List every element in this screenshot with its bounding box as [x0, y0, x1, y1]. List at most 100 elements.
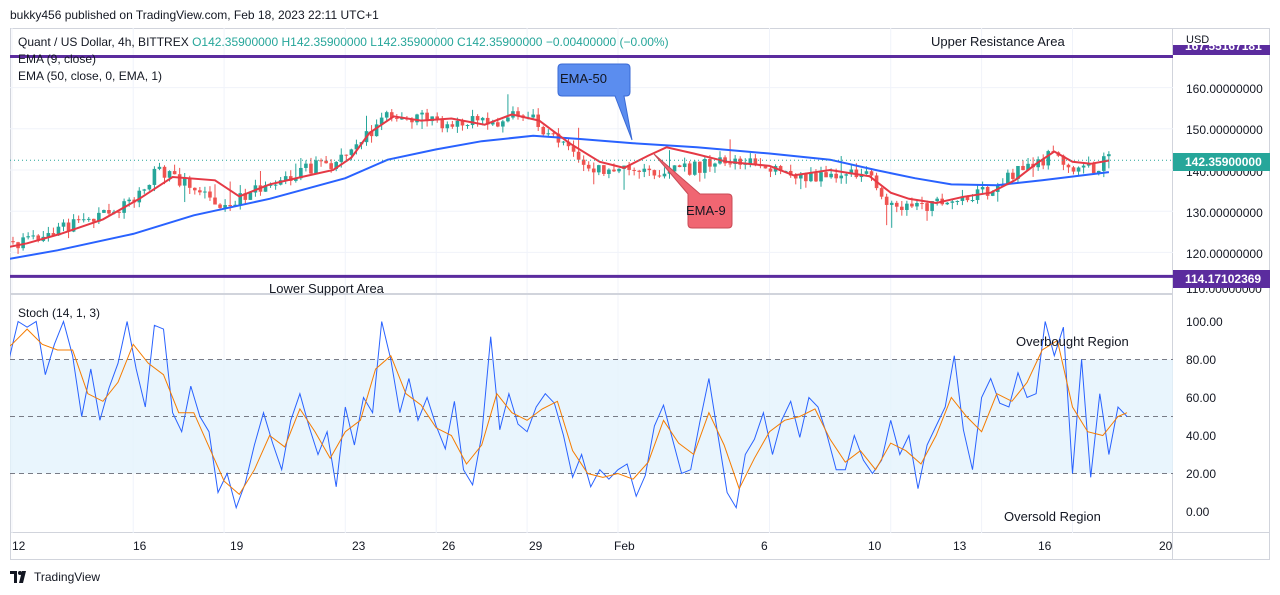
candle-body [395, 117, 399, 119]
candle-body [905, 203, 909, 210]
candle-body [410, 118, 414, 123]
chart-canvas[interactable] [10, 28, 1173, 533]
candle-body [925, 203, 929, 211]
candle-body [829, 173, 833, 178]
candle-body [228, 205, 232, 207]
ema9-line [10, 113, 1110, 248]
candle-body [516, 111, 520, 116]
candle-body [849, 169, 854, 175]
candle-body [294, 178, 298, 181]
overbought-label: Overbought Region [1016, 334, 1129, 349]
candle-body [465, 125, 470, 127]
publish-info: bukky456 published on TradingView.com, F… [10, 8, 379, 22]
candle-body [304, 163, 308, 168]
price-tick: 110.00000000 [1186, 286, 1262, 296]
candle-body [506, 117, 510, 122]
candle-body [814, 173, 818, 182]
candle-body [591, 168, 596, 173]
candle-body [970, 200, 975, 202]
candle-body [314, 160, 318, 174]
price-tick: 130.00000000 [1186, 206, 1263, 220]
candle-body [299, 167, 303, 179]
candle-body [248, 192, 253, 200]
candle-body [950, 201, 955, 203]
lower-support-label: Lower Support Area [269, 281, 384, 296]
candle-body [869, 171, 874, 176]
time-tick: 10 [868, 539, 882, 553]
candle-body [36, 235, 41, 241]
candle-body [496, 122, 500, 127]
tradingview-logo-text: TradingView [34, 570, 101, 584]
candle-body [162, 166, 167, 178]
candle-body [703, 158, 707, 173]
ema9-legend[interactable]: EMA (9, close) [18, 52, 97, 66]
currency-label: USD [1186, 34, 1210, 46]
resistance-price-tag: 167.55167181 [1173, 45, 1270, 55]
price-tick: 150.00000000 [1186, 123, 1263, 137]
candle-body [607, 169, 611, 174]
candle-body [980, 187, 985, 190]
candle-body [213, 197, 217, 205]
stoch-tick: 80.00 [1186, 353, 1217, 367]
candle-body [223, 205, 227, 208]
candle-body [26, 236, 30, 238]
candle-body [273, 184, 278, 186]
candle-body [354, 144, 359, 150]
candle-body [324, 160, 328, 164]
candle-body [960, 196, 965, 201]
candle-body [76, 219, 81, 221]
candle-body [152, 168, 157, 185]
candle-body [541, 126, 546, 135]
candle-body [157, 166, 162, 169]
candle-body [349, 149, 354, 155]
candle-body [799, 174, 803, 179]
candle-body [778, 166, 783, 172]
candle-body [955, 200, 960, 202]
candle-body [920, 203, 924, 205]
candle-body [268, 184, 273, 186]
time-axis[interactable] [10, 533, 1173, 560]
candle-body [56, 226, 61, 236]
tradingview-logo[interactable]: TradingView [10, 570, 100, 584]
candle-body [1006, 172, 1010, 185]
candle-body [450, 124, 455, 127]
candle-body [1021, 165, 1025, 171]
time-tick: Feb [614, 539, 635, 553]
candle-body [627, 165, 631, 170]
stoch-legend[interactable]: Stoch (14, 1, 3) [18, 306, 101, 320]
stoch-tick: 20.00 [1186, 467, 1217, 481]
upper-resistance-label: Upper Resistance Area [931, 34, 1065, 49]
price-tick: 120.00000000 [1186, 247, 1263, 261]
ema9-callout-shape [653, 153, 733, 229]
candle-body [137, 190, 142, 203]
candle-body [935, 198, 939, 202]
candle-body [86, 218, 91, 220]
symbol-label[interactable]: Quant / US Dollar, 4h, BITTREX [18, 35, 189, 49]
ema50-legend[interactable]: EMA (50, close, 0, EMA, 1) [18, 69, 163, 83]
candle-body [642, 168, 647, 172]
candle-body [662, 173, 667, 177]
current-price-tag: 142.35900000 [1173, 153, 1270, 171]
candle-body [339, 154, 344, 162]
time-tick: 16 [133, 539, 147, 553]
candle-body [915, 203, 919, 207]
candle-body [420, 112, 424, 115]
candle-body [384, 112, 389, 118]
candle-body [566, 141, 571, 147]
candle-body [309, 163, 313, 174]
time-tick: 23 [352, 539, 366, 553]
candle-body [597, 165, 601, 173]
high-value: H142.35900000 [281, 35, 367, 49]
candle-body [682, 163, 687, 168]
candle-body [480, 117, 485, 121]
candle-body [632, 169, 636, 171]
candle-body [203, 191, 207, 193]
candle-body [1011, 172, 1015, 179]
candle-body [177, 174, 182, 186]
candle-body [97, 212, 101, 222]
candle-body [839, 175, 844, 179]
candle-body [81, 219, 86, 221]
time-tick: 29 [529, 539, 543, 553]
candle-body [238, 193, 243, 205]
candle-body [369, 131, 374, 137]
